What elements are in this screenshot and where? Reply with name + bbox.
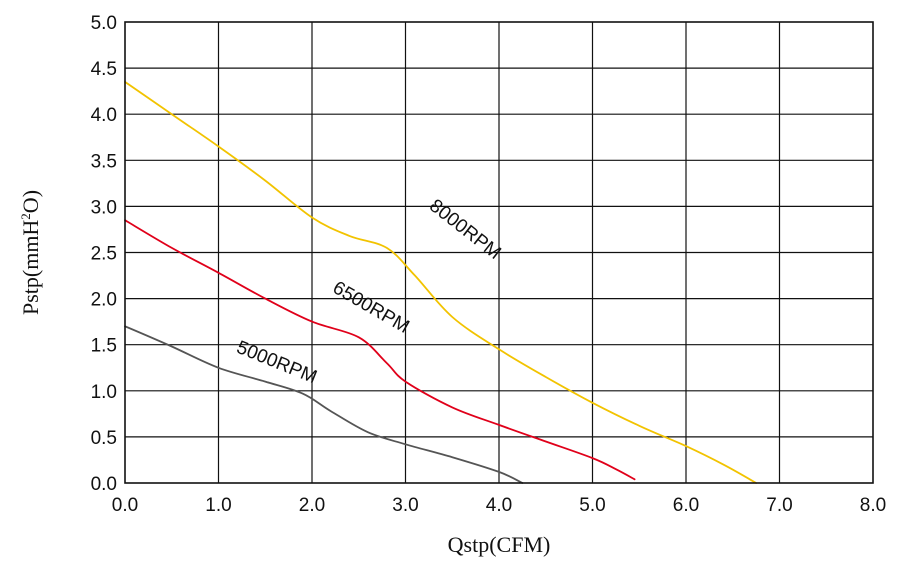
y-axis-title: Pstp(mmH2O)	[18, 190, 43, 315]
x-tick-label: 2.0	[299, 495, 325, 516]
x-tick-label: 3.0	[392, 495, 418, 516]
y-tick-label: 3.0	[91, 197, 117, 218]
x-tick-label: 6.0	[673, 495, 699, 516]
y-tick-label: 4.5	[91, 59, 117, 80]
series-layer	[124, 81, 757, 484]
y-axis-title-end: O)	[18, 190, 43, 213]
y-tick-labels: 0.0 0.5 1.0 1.5 2.0 2.5 3.0 3.5 4.0 4.5 5.0	[91, 13, 117, 495]
x-tick-label: 4.0	[486, 495, 512, 516]
x-tick-label: 5.0	[579, 495, 605, 516]
y-tick-label: 0.5	[91, 428, 117, 449]
x-tick-label: 7.0	[766, 495, 792, 516]
x-tick-label: 0.0	[112, 495, 138, 516]
series-line-6500rpm	[124, 219, 636, 481]
y-tick-label: 5.0	[91, 13, 117, 34]
y-tick-label: 1.5	[91, 336, 117, 357]
series-line-8000rpm	[124, 81, 757, 484]
grid	[125, 22, 873, 483]
x-tick-label: 8.0	[860, 495, 886, 516]
y-tick-label: 3.5	[91, 151, 117, 172]
y-tick-label: 4.0	[91, 105, 117, 126]
y-axis-title-superscript: 2	[18, 213, 33, 220]
series-line-5000rpm	[124, 325, 524, 484]
y-tick-label: 1.0	[91, 382, 117, 403]
plot-frame	[124, 21, 874, 484]
x-tick-labels: 0.0 1.0 2.0 3.0 4.0 5.0 6.0 7.0 8.0	[112, 495, 886, 516]
y-tick-label: 0.0	[91, 474, 117, 495]
series-label-8000rpm: 8000RPM	[425, 195, 505, 264]
y-tick-label: 2.0	[91, 290, 117, 311]
y-tick-label: 2.5	[91, 244, 117, 265]
x-axis-title: Qstp(CFM)	[448, 532, 551, 557]
y-axis-title-main: Pstp(mmH	[18, 220, 43, 315]
x-tick-label: 1.0	[205, 495, 231, 516]
series-label-6500rpm: 6500RPM	[329, 277, 413, 337]
